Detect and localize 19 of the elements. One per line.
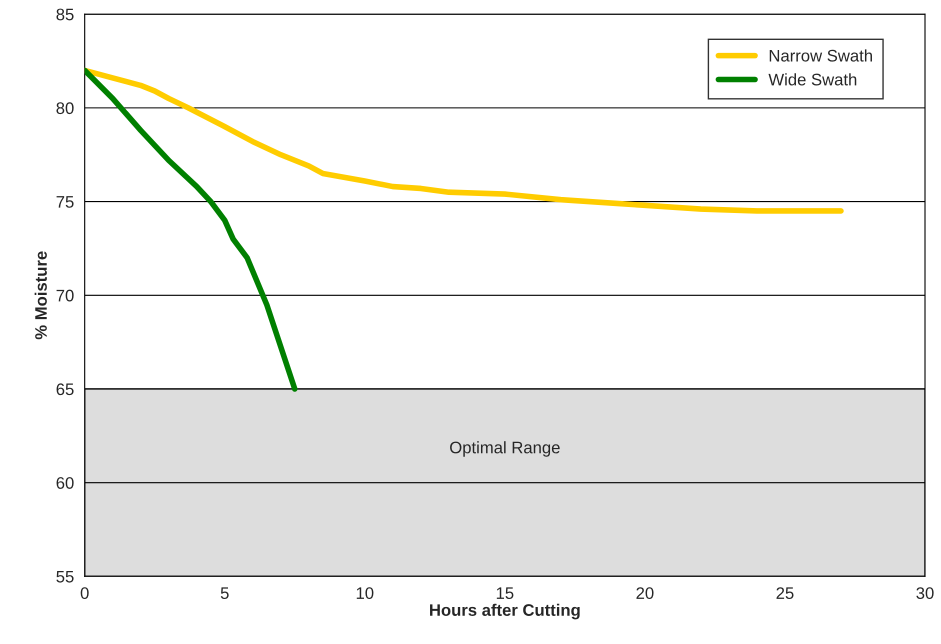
y-tick-label: 55 (56, 570, 74, 583)
x-tick-label: 0 (80, 587, 89, 600)
y-tick-label: 85 (56, 8, 74, 20)
y-axis-title: % Moisture (34, 251, 47, 340)
y-tick-label: 75 (56, 196, 74, 208)
x-tick-label: 5 (220, 587, 229, 600)
y-tick-label: 70 (56, 290, 74, 302)
x-tick-label: 30 (916, 587, 934, 600)
x-tick-label: 20 (636, 587, 654, 600)
x-tick-label: 25 (776, 587, 794, 600)
legend-label: Narrow Swath (770, 49, 872, 62)
band-label: Optimal Range (450, 441, 560, 457)
legend-label: Wide Swath (768, 73, 856, 86)
y-tick-label: 60 (56, 477, 74, 489)
x-tick-label: 15 (496, 587, 514, 600)
y-tick-label: 80 (56, 102, 74, 114)
x-axis-title: Hours after Cutting (430, 604, 580, 620)
y-tick-label: 65 (56, 383, 74, 396)
x-tick-label: 10 (356, 587, 374, 600)
